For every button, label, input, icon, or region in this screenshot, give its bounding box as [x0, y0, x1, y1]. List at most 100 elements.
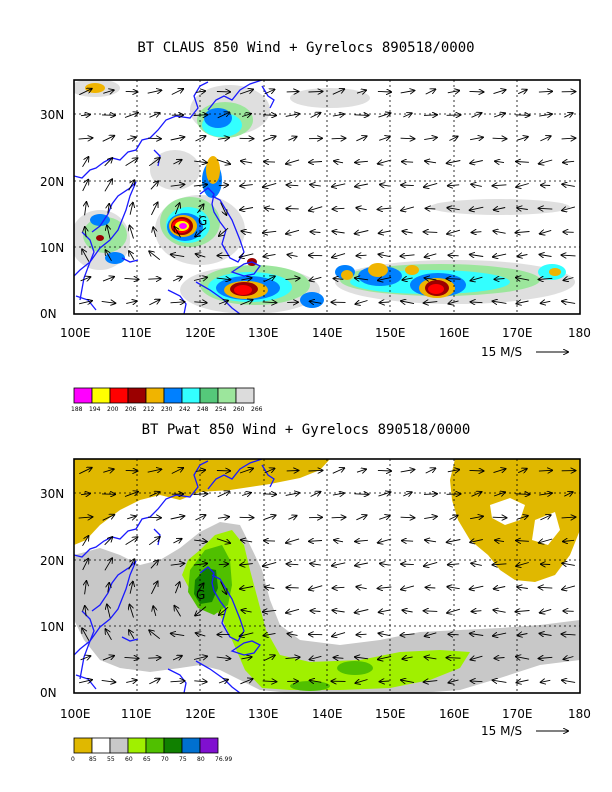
wind-vector: [425, 468, 436, 474]
wind-vector: [564, 278, 574, 281]
wind-vector: [564, 113, 572, 117]
wind-vector: [82, 628, 90, 641]
wind-vector: [377, 91, 391, 92]
panel-2-frame: [73, 458, 581, 694]
wind-vector: [150, 560, 158, 569]
wind-vector: [493, 680, 507, 682]
wind-vector: [286, 159, 300, 164]
wind-vector: [539, 114, 552, 116]
panel-2-reference-vector: 15 M/S: [481, 724, 568, 738]
wind-vector: [263, 231, 277, 233]
wind-vector: [193, 115, 208, 116]
wind-vector: [356, 208, 367, 210]
wind-vector: [495, 161, 505, 162]
wind-vector: [449, 137, 457, 141]
colorbar-label: 60: [125, 756, 133, 763]
wind-vector: [124, 657, 139, 658]
colorbar-swatch: [127, 737, 147, 754]
wind-vector: [378, 160, 392, 164]
wind-vector: [562, 586, 576, 590]
colorbar-swatch: [181, 737, 201, 754]
panel-2-map: G 0N 10N 20N 30N 100E 110E 120E 130E 140…: [40, 458, 591, 738]
colorbar-label: 206: [125, 406, 137, 413]
wind-vector: [104, 179, 112, 192]
wind-vector: [172, 277, 182, 281]
wind-vector: [355, 563, 368, 566]
wind-vector: [263, 515, 275, 521]
wind-vector: [262, 681, 277, 682]
wind-vector: [196, 254, 206, 257]
wind-vector: [171, 468, 183, 474]
wind-vector: [357, 255, 367, 256]
wind-vector: [102, 136, 115, 142]
wind-vector: [401, 301, 415, 304]
wind-vector: [518, 634, 528, 636]
wind-vector: [356, 90, 366, 93]
colorbar-swatch: [109, 387, 129, 404]
wind-vector: [217, 491, 230, 498]
reference-vector-label: 15 M/S: [481, 345, 522, 359]
wind-vector: [470, 207, 484, 210]
wind-vector: [425, 657, 437, 659]
panel-1-wind-vectors: [78, 89, 576, 305]
wind-vector: [540, 230, 552, 233]
wind-vector: [400, 470, 415, 472]
colorbar-swatch: [145, 737, 165, 754]
colorbar-swatch: [235, 387, 255, 404]
wind-vector: [308, 91, 323, 92]
wind-vector: [377, 470, 391, 471]
wind-vector: [82, 559, 89, 571]
wind-vector: [171, 633, 185, 635]
wind-vector: [332, 114, 344, 116]
lon-tick: 140E: [312, 326, 343, 340]
wind-vector: [424, 137, 437, 139]
wind-vector: [540, 634, 552, 636]
lon-tick: 100E: [60, 326, 91, 340]
wind-vector: [108, 583, 109, 593]
lat-tick: 0N: [40, 307, 57, 321]
wind-vector: [170, 563, 185, 565]
wind-vector: [219, 606, 229, 615]
wind-vector: [516, 162, 529, 163]
wind-vector: [493, 254, 507, 257]
wind-vector: [562, 184, 575, 186]
wind-vector: [310, 656, 322, 659]
wind-vector: [401, 564, 414, 565]
wind-vector: [538, 91, 552, 92]
wind-vector: [471, 113, 482, 118]
lon-tick: 110E: [121, 326, 152, 340]
panel-2-gyre-marker: G: [196, 588, 205, 602]
wind-vector: [518, 90, 527, 94]
colorbar-swatch: [127, 387, 147, 404]
wind-vector: [495, 279, 505, 280]
panel-2-grid: [74, 459, 580, 693]
wind-vector: [424, 516, 437, 518]
wind-vector: [541, 680, 551, 682]
wind-vector: [447, 540, 461, 543]
wind-vector: [216, 538, 230, 543]
wind-vector: [356, 469, 366, 472]
wind-vector: [286, 230, 300, 234]
wind-vector: [173, 539, 181, 543]
wind-vector: [563, 161, 575, 162]
colorbar-swatch: [163, 737, 183, 754]
panel-1-lat-ticks: 0N 10N 20N 30N: [40, 108, 64, 321]
colorbar-label: 0: [71, 756, 75, 763]
wind-vector: [262, 302, 277, 303]
wind-vector: [493, 633, 507, 636]
wind-vector: [195, 606, 207, 616]
wind-vector: [561, 138, 576, 139]
wind-vector: [173, 160, 181, 164]
wind-vector: [471, 492, 482, 497]
wind-vector: [287, 564, 299, 565]
wind-vector: [516, 278, 530, 281]
wind-vector: [332, 254, 346, 258]
wind-vector: [494, 208, 506, 210]
wind-vector: [193, 564, 207, 566]
wind-vector: [197, 204, 203, 214]
wind-vector: [218, 301, 228, 304]
lon-tick: 120E: [185, 326, 216, 340]
wind-vector: [355, 657, 369, 659]
wind-vector: [240, 633, 254, 636]
wind-vector: [471, 184, 482, 186]
